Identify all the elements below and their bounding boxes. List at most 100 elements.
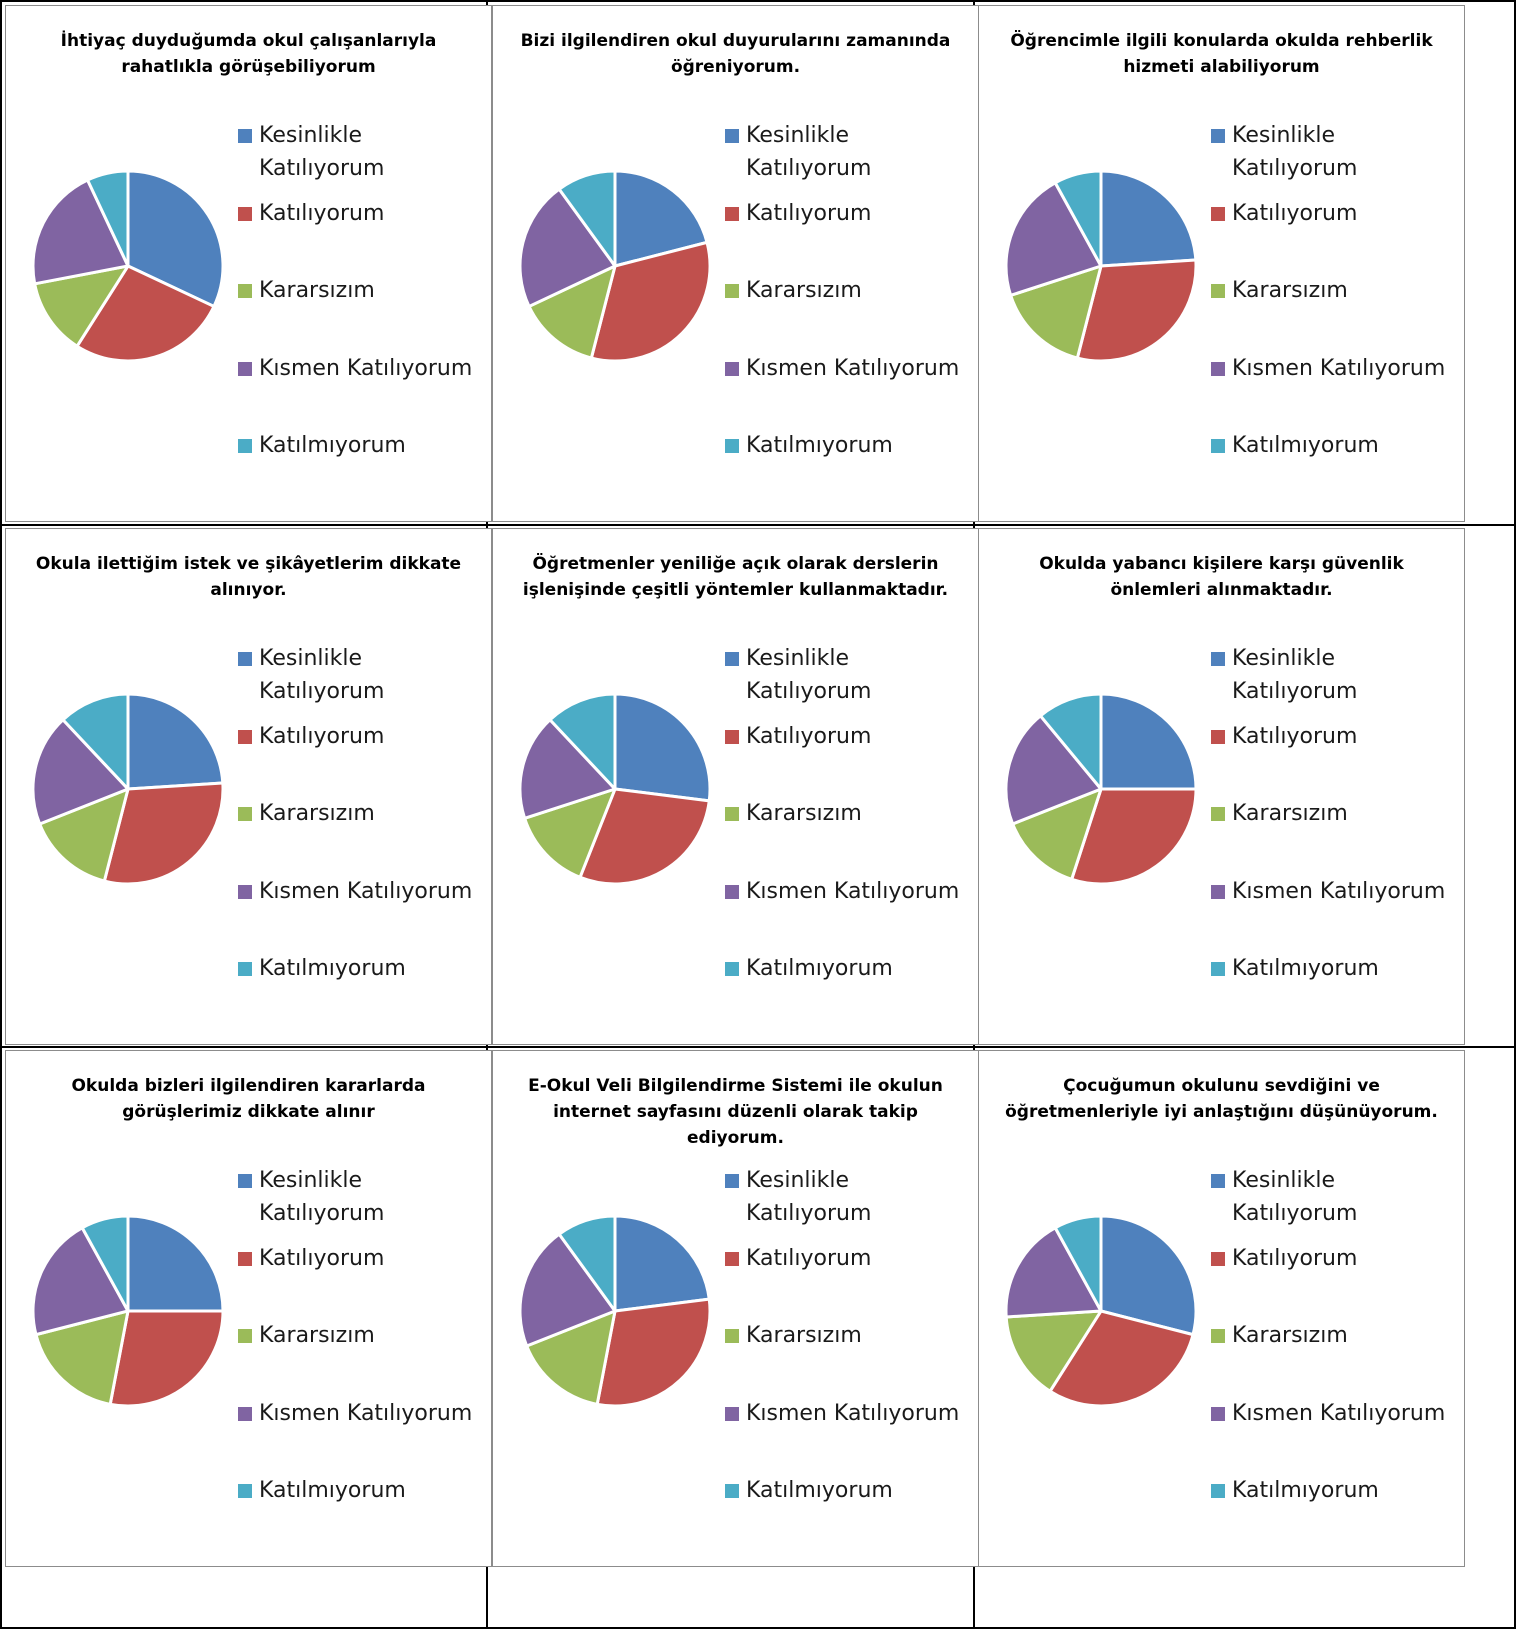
chart-title: Öğrencimle ilgili konularda okulda rehbe… [1010,31,1433,77]
pie-slice [102,781,225,886]
pie-slice [33,264,130,348]
legend-swatch [725,1252,739,1266]
pie-chart-panel: Öğretmenler yeniliğe açık olarak dersler… [492,528,979,1045]
legend-swatch [1211,730,1225,744]
legend-label: Kısmen Katılıyorum [746,1401,960,1426]
pie-slice [1048,1309,1195,1408]
legend-label: Katılıyorum [259,1246,385,1271]
legend-swatch [238,730,252,744]
legend-swatch [725,1407,739,1421]
legend-swatch [725,439,739,453]
legend-label: Kararsızım [746,278,862,303]
pie-chart [518,1214,712,1408]
legend-label: Kesinlikle Katılıyorum [1232,123,1358,181]
legend-label: Kısmen Katılıyorum [259,356,473,381]
pie-slice [126,692,225,791]
legend-label: Katılıyorum [1232,201,1358,226]
pie-slice [613,1214,711,1313]
legend-swatch [238,1174,252,1188]
legend-label: Kısmen Katılıyorum [1232,1401,1446,1426]
table-rule [1514,0,1516,1629]
legend-swatch [725,962,739,976]
legend-label: Katılıyorum [746,201,872,226]
legend-swatch [1211,439,1225,453]
table-rule [0,524,1516,526]
legend-label: Katılmıyorum [259,433,406,458]
legend-swatch [238,1252,252,1266]
legend-label: Kesinlikle Katılıyorum [259,646,385,704]
legend-swatch [1211,284,1225,298]
legend-swatch [725,885,739,899]
chart-title: Okulda yabancı kişilere karşı güvenlik ö… [1039,554,1404,600]
legend-swatch [725,362,739,376]
legend-label: Kesinlikle Katılıyorum [259,123,385,181]
legend-swatch [238,284,252,298]
pie-chart-panel: Öğrencimle ilgili konularda okulda rehbe… [978,5,1465,522]
legend-label: Kararsızım [1232,278,1348,303]
legend-label: Kararsızım [259,801,375,826]
legend-swatch [1211,207,1225,221]
pie-slice [589,240,712,363]
legend-swatch [238,207,252,221]
pie-slice [557,1214,617,1313]
pie-chart [31,1214,225,1408]
legend-label: Kararsızım [259,1323,375,1348]
chart-title: Bizi ilgilendiren okul duyurularını zama… [520,31,951,77]
legend-label: Kısmen Katılıyorum [1232,879,1446,904]
legend-swatch [1211,652,1225,666]
legend-label: Kesinlikle Katılıyorum [746,123,872,181]
chart-title: Öğretmenler yeniliğe açık olarak dersler… [522,554,949,600]
pie-slice [1004,1309,1103,1393]
pie-slice [31,718,130,826]
pie-slice [1075,258,1198,363]
legend-swatch [1211,1484,1225,1498]
legend-swatch [725,1329,739,1343]
legend-label: Kararsızım [1232,1323,1348,1348]
pie-slice [1053,169,1103,268]
legend-label: Katılmıyorum [746,956,893,981]
table-rule [0,1046,1516,1048]
pie-chart-panel: Okulda bizleri ilgilendiren kararlarda g… [5,1050,492,1567]
chart-title: E-Okul Veli Bilgilendirme Sistemi ile ok… [528,1076,943,1148]
pie-slice [578,787,711,886]
pie-chart [1004,169,1198,363]
pie-chart [31,692,225,886]
legend-label: Katılıyorum [746,724,872,749]
legend-swatch [1211,807,1225,821]
pie-slice [1004,1226,1103,1319]
legend-label: Katılıyorum [259,201,385,226]
legend-label: Kısmen Katılıyorum [259,1401,473,1426]
pie-slice [80,1214,130,1313]
legend-swatch [238,1407,252,1421]
pie-slice [61,692,130,791]
legend-label: Katılmıyorum [1232,1478,1379,1503]
legend-swatch [238,362,252,376]
legend-label: Kararsızım [1232,801,1348,826]
pie-slice [595,1297,712,1408]
pie-slice [1070,787,1198,886]
legend-label: Katılmıyorum [1232,433,1379,458]
legend-label: Katılıyorum [259,724,385,749]
pie-slice [34,1309,130,1406]
legend-label: Kesinlikle Katılıyorum [746,1168,872,1226]
pie-slice [1099,692,1198,791]
legend-swatch [1211,129,1225,143]
legend-label: Kesinlikle Katılıyorum [1232,1168,1358,1226]
legend-swatch [725,730,739,744]
table-rule [0,1627,1516,1629]
legend-swatch [238,652,252,666]
pie-slice [108,1309,225,1408]
pie-slice [1011,787,1103,881]
legend-label: Kısmen Katılıyorum [259,879,473,904]
legend-swatch [1211,1252,1225,1266]
pie-chart-panel: Çocuğumun okulunu sevdiğini ve öğretmenl… [978,1050,1465,1567]
pie-chart-panel: Okula ilettiğim istek ve şikâyetlerim di… [5,528,492,1045]
legend-label: Katılmıyorum [259,1478,406,1503]
legend-swatch [238,1484,252,1498]
chart-title: İhtiyaç duyduğumda okul çalışanlarıyla r… [60,31,437,77]
pie-slice [31,178,130,286]
pie-slice [518,1232,617,1348]
legend-swatch [238,1329,252,1343]
pie-slice [1004,181,1103,297]
